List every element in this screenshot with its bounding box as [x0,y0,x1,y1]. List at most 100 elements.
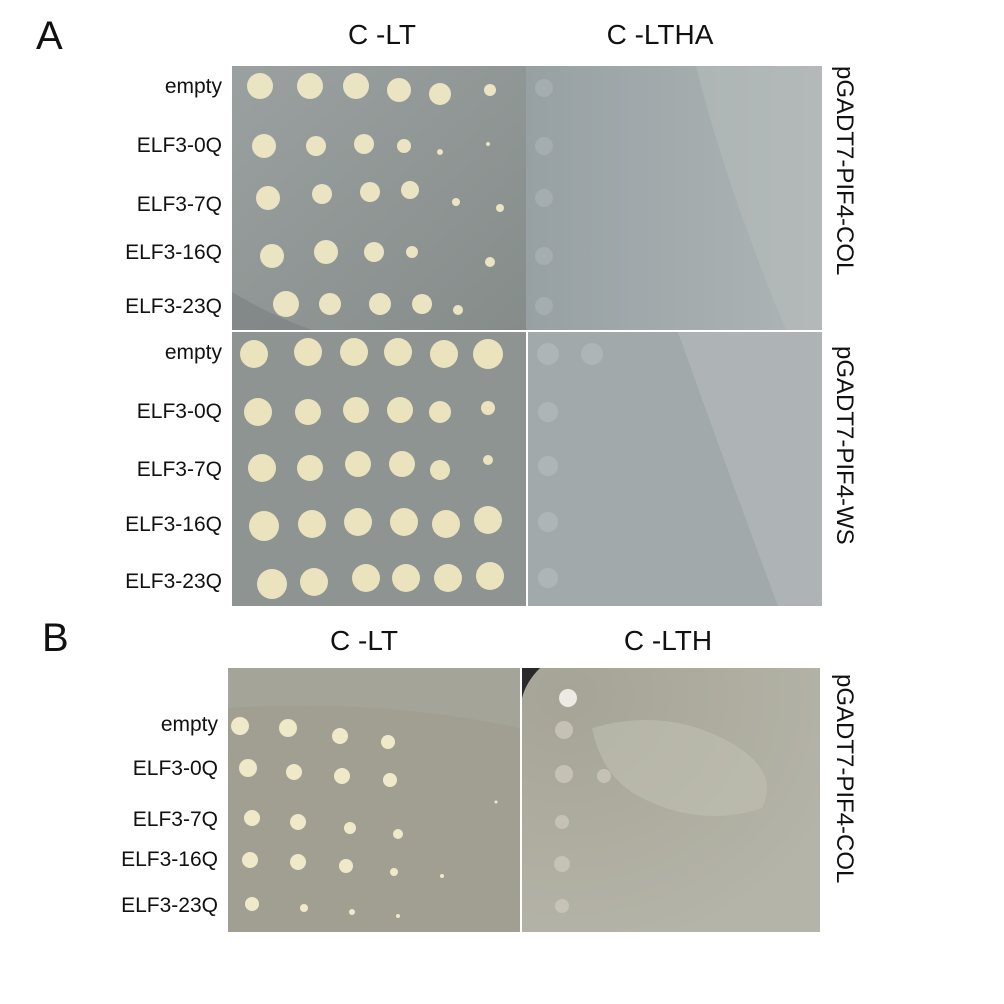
colony [481,401,495,415]
colony [245,897,259,911]
colony [297,455,323,481]
colony [384,338,412,366]
colony [396,914,400,918]
colony [401,181,419,199]
colony [290,854,306,870]
row-label: ELF3-0Q [136,134,222,157]
colony [345,451,371,477]
colony [485,257,495,267]
colony [294,338,322,366]
colony [332,728,348,744]
colony-grid [231,717,498,918]
colony [494,800,498,804]
colony [473,339,503,369]
colony [474,506,502,534]
plate-b-col-lth [522,668,820,932]
construct-label-b-col: pGADT7-PIF4-COL [831,674,858,884]
panel-letter-a: A [36,14,63,58]
row-label: ELF3-23Q [121,894,218,917]
colony [452,198,460,206]
colony [429,401,451,423]
colony [437,149,443,155]
row-label: ELF3-16Q [121,848,218,871]
colony [295,399,321,425]
colony [381,735,395,749]
column-title-a-lt: C -LT [348,19,416,50]
colony [260,244,284,268]
colony [406,246,418,258]
colony [440,874,444,878]
panel-letter-b: B [42,616,69,660]
colony [430,340,458,368]
colony [344,508,372,536]
colony [369,293,391,315]
row-label: ELF3-0Q [132,757,218,780]
colony [383,773,397,787]
colony [297,73,323,99]
colony [256,186,280,210]
colony [432,510,460,538]
colony [364,242,384,262]
colony [240,340,268,368]
colony [387,78,411,102]
row-label: ELF3-0Q [136,400,222,423]
colony [242,852,258,868]
row-label: empty [164,75,222,98]
row-label: ELF3-23Q [125,570,222,593]
colony [306,136,326,156]
plate-b-col-lt [228,668,520,932]
colony [397,139,411,153]
colony [393,829,403,839]
colony [389,451,415,477]
colony [231,717,249,735]
colony [249,511,279,541]
colony [484,84,496,96]
colony [349,909,355,915]
column-title-b-lt: C -LT [330,625,398,656]
colony [354,134,374,154]
faint-spots [554,721,611,913]
plate-a-col-lt [232,66,526,330]
colony [298,510,326,538]
row-label: ELF3-16Q [125,513,222,536]
plate-a-ws-lt [232,332,526,606]
colony [429,83,451,105]
colony [496,204,504,212]
colony [334,768,350,784]
plate-a-col-ltha [526,66,822,330]
colony [248,454,276,482]
faint-spots [535,79,553,315]
construct-label-a-col: pGADT7-PIF4-COL [831,66,858,276]
colony [360,182,380,202]
colony [312,184,332,204]
row-label: ELF3-7Q [136,458,222,481]
colony [390,868,398,876]
plate-a-ws-ltha [528,332,822,606]
colony [390,508,418,536]
row-label: empty [160,713,218,736]
row-label: ELF3-23Q [125,295,222,318]
row-label: ELF3-7Q [136,193,222,216]
colony [387,397,413,423]
colony-grid [247,73,504,317]
row-label: empty [164,341,222,364]
colony [486,142,490,146]
colony [247,73,273,99]
colony [257,569,287,599]
colony [453,305,463,315]
colony [286,764,302,780]
row-label: ELF3-16Q [125,241,222,264]
colony [244,810,260,826]
colony [252,134,276,158]
colony [314,240,338,264]
colony-grid [240,338,504,599]
colony [483,455,493,465]
colony [244,398,272,426]
column-title-a-ltha: C -LTHA [606,19,714,50]
colony [300,568,328,596]
colony [300,904,308,912]
colony [290,814,306,830]
colony [343,73,369,99]
column-title-b-lth: C -LTH [623,625,713,656]
